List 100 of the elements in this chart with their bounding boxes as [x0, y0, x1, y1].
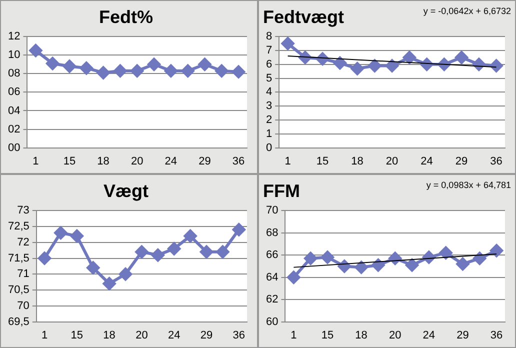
y-tick-label: 73: [17, 204, 30, 217]
point: [29, 44, 42, 57]
point: [455, 50, 468, 64]
point: [198, 58, 212, 71]
point: [473, 252, 486, 265]
y-tick-label: 68: [266, 226, 278, 239]
point: [54, 226, 68, 240]
point: [38, 252, 52, 265]
point: [63, 60, 76, 73]
y-tick-label: 00: [8, 142, 20, 154]
x-tick-label: 29: [456, 329, 469, 342]
point: [321, 250, 334, 264]
x-tick-label: 1: [284, 155, 291, 168]
point: [70, 230, 84, 243]
x-tick-label: 1: [41, 329, 48, 342]
y-tick-label: 0: [266, 142, 272, 154]
text: y = -0,0642x + 6,6732: [423, 6, 511, 16]
y-tick-label: 70: [17, 300, 30, 312]
point: [350, 62, 364, 76]
point: [184, 230, 197, 243]
point: [372, 258, 385, 272]
x-tick-label: 15: [321, 329, 334, 342]
point: [232, 223, 246, 236]
point: [164, 64, 178, 78]
x-tick-label: 15: [63, 155, 76, 168]
point: [80, 62, 93, 75]
point: [130, 64, 144, 78]
point: [354, 260, 368, 274]
x-tick-label: 36: [490, 329, 503, 342]
y-tick-label: 60: [266, 316, 278, 328]
x-tick-label: 29: [455, 155, 468, 168]
point: [215, 64, 228, 78]
y-tick-label: 2: [266, 114, 272, 126]
y-tick-label: 1: [266, 128, 272, 140]
point: [96, 66, 110, 80]
x-tick-label: 18: [355, 329, 368, 342]
y-tick-label: 70,5: [8, 284, 30, 296]
chart-title: Vægt: [104, 180, 149, 201]
x-tick-label: 29: [198, 155, 211, 168]
point: [216, 245, 230, 258]
point: [406, 258, 419, 272]
y-tick-label: 7: [266, 44, 272, 57]
y-tick-label: 66: [266, 249, 278, 262]
chart-title: Fedtvægt: [263, 6, 344, 27]
point: [168, 242, 181, 256]
y-tick-label: 12: [8, 30, 20, 43]
y-tick-label: 71: [17, 268, 30, 280]
point: [148, 58, 161, 71]
x-tick-label: 18: [97, 155, 110, 168]
point: [151, 248, 164, 262]
point: [386, 59, 399, 72]
x-tick-label: 29: [200, 329, 213, 342]
point: [368, 59, 382, 72]
y-tick-label: 8: [266, 30, 272, 43]
y-tick-label: 64: [266, 271, 278, 284]
y-tick-label: 71,5: [8, 252, 30, 264]
point: [439, 246, 452, 260]
x-tick-label: 36: [232, 329, 246, 342]
point: [333, 56, 346, 70]
x-tick-label: 24: [168, 329, 180, 342]
point: [490, 59, 503, 72]
point: [102, 277, 116, 290]
x-tick-label: 18: [351, 155, 364, 168]
x-tick-label: 20: [386, 155, 398, 168]
point: [281, 37, 294, 50]
x-tick-label: 1: [32, 155, 39, 168]
y-tick-label: 69,5: [8, 316, 30, 328]
point: [304, 252, 318, 265]
point: [388, 252, 402, 265]
point: [119, 268, 132, 281]
x-tick-label: 20: [136, 329, 148, 342]
y-tick-label: 3: [266, 100, 272, 112]
chart-title: Fedt%: [99, 6, 153, 27]
x-tick-label: 36: [232, 155, 245, 168]
x-tick-label: 20: [388, 329, 402, 342]
point: [135, 245, 148, 258]
x-tick-label: 15: [70, 329, 84, 342]
y-tick-label: 70: [266, 204, 278, 217]
point: [114, 64, 127, 78]
chart-title: FFM: [263, 180, 300, 201]
y-tick-label: 08: [8, 68, 20, 80]
x-tick-label: 24: [420, 155, 433, 168]
x-tick-label: 24: [164, 155, 178, 168]
x-tick-label: 15: [316, 155, 329, 168]
point: [287, 270, 300, 284]
y-tick-label: 6: [266, 58, 272, 70]
point: [402, 50, 416, 64]
x-tick-label: 18: [103, 329, 116, 342]
y-tick-label: 72,5: [8, 220, 30, 233]
y-tick-label: 04: [8, 104, 20, 117]
y-tick-label: 02: [8, 123, 20, 136]
point: [46, 56, 60, 70]
y-tick-label: 72: [17, 236, 30, 248]
x-tick-label: 24: [422, 329, 436, 342]
point: [456, 257, 470, 270]
point: [232, 65, 246, 78]
point: [181, 64, 194, 78]
point: [200, 245, 213, 258]
point: [490, 244, 504, 258]
y-tick-label: 5: [266, 72, 272, 84]
